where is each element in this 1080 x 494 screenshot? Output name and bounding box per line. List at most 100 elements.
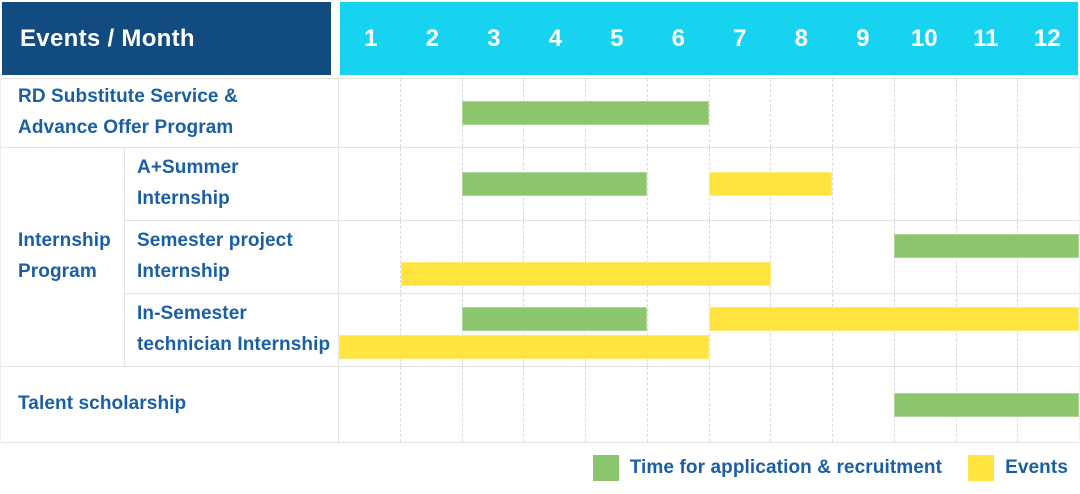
month-header-cell: 5 — [610, 24, 624, 52]
grid-column — [708, 367, 771, 442]
grid-column — [461, 294, 524, 366]
grid-column — [646, 148, 709, 220]
row-label: RD Substitute Service & Advance Offer Pr… — [18, 82, 238, 144]
month-header-cell: 12 — [1033, 24, 1061, 52]
event-bar — [339, 335, 709, 359]
grid-column — [399, 148, 462, 220]
row-label-line: Internship — [137, 188, 230, 209]
legend-item-events: Events — [968, 455, 1068, 481]
event-bar — [709, 307, 1079, 331]
grid-column — [339, 148, 400, 220]
month-header-cell: 9 — [856, 24, 870, 52]
grid-column — [770, 367, 832, 442]
grid-column — [646, 367, 709, 442]
row-label-line: Semester project — [137, 230, 293, 252]
month-header-cell: 6 — [671, 24, 685, 52]
row-label-line: Advance Offer Program — [18, 117, 234, 138]
events-month-header: Events / Month — [2, 2, 331, 75]
grid-column — [770, 221, 832, 293]
group-body: A+Summer Internship Semester project Int… — [125, 148, 1079, 367]
row-rd-substitute-service: RD Substitute Service & Advance Offer Pr… — [1, 79, 1079, 148]
grid-column — [646, 221, 709, 293]
row-label-cell: RD Substitute Service & Advance Offer Pr… — [1, 79, 339, 147]
grid-column — [708, 148, 771, 220]
month-header-cell: 7 — [733, 24, 747, 52]
grid-column — [832, 367, 894, 442]
row-label: Talent scholarship — [18, 389, 186, 420]
timeline-grid — [339, 79, 1079, 147]
legend-label-application: Time for application & recruitment — [629, 457, 943, 478]
grid-column — [339, 221, 400, 293]
grid-column — [461, 79, 524, 147]
month-header-cell: 2 — [425, 24, 439, 52]
month-header-cell: 3 — [487, 24, 501, 52]
timeline-grid — [339, 148, 1079, 220]
grid-column — [461, 221, 524, 293]
header-divider — [331, 2, 340, 75]
timeline-grid — [339, 294, 1079, 366]
application-bar — [462, 101, 709, 125]
group-label-line: Program — [18, 261, 97, 282]
grid-column — [708, 294, 771, 366]
grid-column — [770, 79, 832, 147]
group-label-cell: Internship Program — [1, 148, 125, 367]
legend-label-events: Events — [1005, 457, 1068, 478]
grid-column — [585, 367, 647, 442]
group-internship-program: Internship Program A+Summer Internship — [1, 148, 1079, 367]
month-header-cell: 10 — [910, 24, 938, 52]
grid-column — [461, 148, 524, 220]
row-label: Semester project Internship — [137, 226, 293, 288]
grid-column — [399, 367, 462, 442]
grid-column — [955, 79, 1018, 147]
row-label-cell: A+Summer Internship — [125, 148, 339, 220]
grid-column — [832, 221, 894, 293]
grid-column — [893, 148, 956, 220]
timeline-grid — [339, 221, 1079, 293]
row-label-line: technician Internship — [137, 334, 331, 355]
grid-column — [461, 367, 524, 442]
grid-column — [832, 148, 894, 220]
row-label-line: Talent scholarship — [18, 393, 187, 415]
table-header-row: Events / Month 1 2 3 4 5 6 7 8 9 10 11 12 — [2, 2, 1078, 75]
row-label: A+Summer Internship — [137, 153, 239, 215]
row-label-cell: Semester project Internship — [125, 221, 339, 293]
legend-item-application: Time for application & recruitment — [592, 455, 943, 481]
group-label: Internship Program — [18, 226, 111, 288]
row-label-line: A+Summer — [137, 157, 239, 179]
month-header: 1 2 3 4 5 6 7 8 9 10 11 12 — [340, 2, 1078, 75]
grid-column — [399, 79, 462, 147]
row-label-cell: In-Semester technician Internship — [125, 294, 339, 366]
grid-column — [1017, 79, 1079, 147]
grid-column — [1017, 148, 1079, 220]
grid-column — [399, 221, 462, 293]
application-bar — [894, 392, 1079, 417]
grid-column — [893, 79, 956, 147]
grid-column — [523, 221, 585, 293]
grid-column — [955, 148, 1018, 220]
row-label-line: In-Semester — [137, 303, 247, 325]
event-bar — [400, 262, 771, 286]
grid-column — [708, 221, 771, 293]
schedule-table-body: RD Substitute Service & Advance Offer Pr… — [0, 78, 1080, 443]
row-in-semester-technician-internship: In-Semester technician Internship — [125, 294, 1079, 367]
grid-column — [339, 79, 400, 147]
row-semester-project-internship: Semester project Internship — [125, 221, 1079, 294]
legend-swatch-events — [968, 455, 995, 481]
application-bar — [462, 172, 648, 196]
month-header-cell: 11 — [973, 24, 999, 52]
event-bar — [709, 172, 833, 196]
row-a-summer-internship: A+Summer Internship — [125, 148, 1079, 221]
application-bar — [894, 234, 1079, 258]
row-talent-scholarship: Talent scholarship — [1, 367, 1079, 443]
legend: Time for application & recruitment Event… — [592, 455, 1068, 481]
row-label-line: Internship — [137, 261, 230, 282]
row-label-line: RD Substitute Service & — [18, 86, 238, 108]
grid-column — [339, 367, 400, 442]
month-header-cell: 1 — [364, 24, 378, 52]
month-header-cell: 8 — [794, 24, 808, 52]
legend-swatch-application — [592, 455, 619, 481]
application-bar — [462, 307, 648, 331]
grid-column — [523, 367, 585, 442]
row-label: In-Semester technician Internship — [137, 299, 330, 361]
